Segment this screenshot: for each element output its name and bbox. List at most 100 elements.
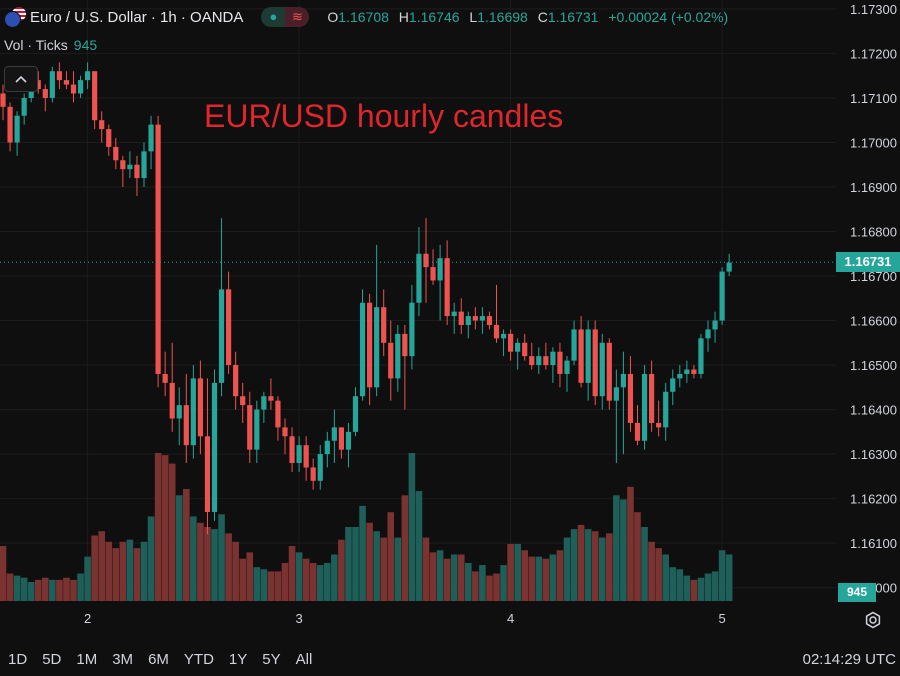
range-3m[interactable]: 3M (112, 651, 134, 668)
range-5d[interactable]: 5D (42, 651, 62, 668)
candle-body (42, 89, 48, 98)
candle (190, 365, 196, 459)
range-1d[interactable]: 1D (8, 651, 28, 668)
candle-body (663, 391, 669, 428)
range-5y[interactable]: 5Y (262, 651, 281, 668)
volume-bar (324, 562, 331, 601)
candle-body (176, 405, 182, 419)
volume-bar (331, 554, 338, 601)
range-6m[interactable]: 6M (148, 651, 169, 668)
candle-body (14, 115, 20, 143)
low-value: 1.16698 (477, 9, 528, 25)
candle-body (310, 467, 316, 481)
open-label: O (327, 9, 339, 25)
candle (120, 155, 126, 187)
candle (77, 75, 84, 98)
volume-bar (175, 495, 183, 601)
volume-legend[interactable]: Vol · Ticks 945 (4, 37, 97, 53)
utc-clock[interactable]: 02:14:29 UTC (802, 651, 896, 668)
candle (352, 387, 359, 437)
volume-bar (253, 567, 261, 601)
range-ytd[interactable]: YTD (183, 651, 214, 668)
candle-body (571, 329, 577, 361)
candle (303, 436, 309, 481)
candle-body (282, 427, 288, 437)
volume-bar (225, 533, 232, 601)
volume-bar (154, 453, 162, 601)
candle-body (190, 378, 196, 446)
candle (310, 458, 316, 490)
volume-bar (549, 554, 557, 601)
candle-body (388, 342, 394, 379)
candle (155, 115, 161, 388)
candle (99, 111, 105, 143)
volume-bar (112, 548, 120, 601)
candle-body (296, 445, 302, 463)
volume-bar (542, 558, 550, 601)
volume-bar (648, 541, 655, 601)
time-axis[interactable]: 2 3 4 5 (84, 611, 726, 626)
candle (331, 409, 337, 463)
volume-bar (535, 556, 543, 601)
candle (670, 369, 676, 406)
volume-bar (204, 527, 211, 601)
candle-body (338, 427, 344, 450)
volume-bar (13, 575, 21, 601)
price-axis[interactable]: 1.17300 1.17200 1.17100 1.17000 1.16900 1.168… (850, 2, 897, 596)
candle (63, 71, 70, 90)
volume-bar (183, 488, 190, 601)
candle (508, 329, 514, 361)
candle-body (240, 396, 246, 406)
candle (451, 302, 457, 334)
candle-body (508, 333, 514, 352)
candle (56, 62, 62, 90)
symbol-title[interactable]: Euro / U.S. Dollar · 1h · OANDA (30, 8, 244, 26)
range-all[interactable]: All (295, 651, 313, 668)
volume-bar (457, 554, 465, 601)
candle (7, 102, 13, 152)
settings-gear-icon[interactable] (863, 610, 883, 630)
volume-bar (697, 577, 705, 601)
candle (726, 253, 732, 277)
volume-bar (56, 579, 63, 601)
volume-bar (486, 575, 493, 601)
candle-body (543, 356, 549, 366)
low-label: L (469, 9, 478, 25)
range-1m[interactable]: 1M (76, 651, 98, 668)
last-price-label: 1.16731 (836, 252, 900, 272)
volume-bar (613, 495, 620, 601)
chart-annotation[interactable]: EUR/USD hourly candles (204, 98, 564, 134)
candle (211, 369, 218, 521)
candle-body (21, 97, 27, 116)
candle (289, 427, 295, 472)
volume-bar (662, 554, 669, 601)
candle-body (585, 329, 591, 383)
candle (515, 338, 521, 370)
candle-body (613, 387, 619, 401)
volume-bar (366, 522, 373, 601)
wave-icon[interactable]: ≋ (285, 7, 310, 27)
candle-body (56, 71, 62, 81)
candle (367, 293, 373, 406)
range-1y[interactable]: 1Y (228, 651, 248, 668)
volume-bar (450, 554, 458, 601)
volume-bar (98, 531, 105, 601)
volume-bar (260, 569, 268, 601)
candle (430, 249, 436, 285)
collapse-legend-button[interactable] (4, 66, 38, 92)
status-dot-icon[interactable]: ● (261, 7, 286, 27)
candle-body (451, 311, 457, 317)
candle-body (698, 338, 704, 374)
volume-last-label: 945 (838, 583, 876, 602)
volume-bar (302, 558, 310, 601)
candle (395, 324, 401, 392)
candle (486, 311, 493, 330)
volume-bar (422, 537, 430, 601)
candle-body (719, 271, 725, 321)
candle-body (712, 320, 718, 330)
market-status-pill[interactable]: ● ≋ (261, 7, 310, 27)
volume-bar (147, 516, 155, 601)
volume-bar (472, 571, 479, 601)
volume-bar (380, 537, 387, 601)
